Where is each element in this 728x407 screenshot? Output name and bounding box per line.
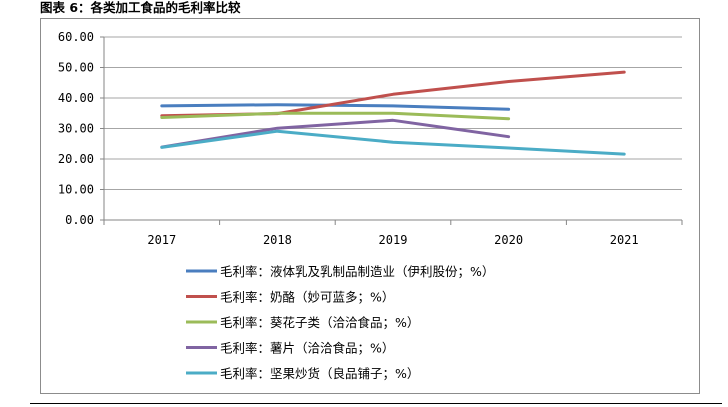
- x-tick-label: 2020: [494, 233, 523, 247]
- legend-label: 毛利率：液体乳及乳制品制造业（伊利股份；%）: [220, 264, 494, 279]
- x-tick-label: 2021: [610, 233, 639, 247]
- series-line-4: [160, 118, 511, 149]
- series-line-5: [160, 129, 626, 156]
- y-tick-label: 10.00: [58, 183, 94, 197]
- figure-title: 图表 6：各类加工食品的毛利率比较: [40, 0, 241, 15]
- bottom-rule: [30, 403, 722, 404]
- y-tick-label: 40.00: [58, 91, 94, 105]
- y-tick-label: 50.00: [58, 61, 94, 75]
- x-tick-label: 2019: [379, 233, 408, 247]
- y-tick-label: 30.00: [58, 122, 94, 136]
- legend-label: 毛利率：坚果炒货（良品铺子；%）: [220, 366, 419, 381]
- x-tick-labels: 2017 2018 2019 2020 2021: [147, 233, 638, 247]
- series-lines: [160, 70, 626, 156]
- y-tick-labels: 0.00 10.00 20.00 30.00 40.00 50.00 60.00: [58, 30, 94, 227]
- x-tick-label: 2017: [147, 233, 176, 247]
- y-tick-label: 60.00: [58, 30, 94, 44]
- y-gridlines: [104, 36, 682, 190]
- legend-label: 毛利率：葵花子类（洽洽食品；%）: [220, 315, 419, 330]
- chart-frame: [40, 18, 700, 394]
- legend: 毛利率：液体乳及乳制品制造业（伊利股份；%） 毛利率：奶酪（妙可蓝多；%） 毛利率：…: [186, 264, 494, 381]
- y-tick-label: 20.00: [58, 152, 94, 166]
- legend-label: 毛利率：薯片（洽洽食品；%）: [220, 341, 394, 356]
- y-tick-label: 0.00: [65, 213, 94, 227]
- series-line-2: [160, 70, 626, 118]
- series-line-3: [160, 111, 511, 121]
- legend-label: 毛利率：奶酪（妙可蓝多；%）: [220, 290, 394, 305]
- x-tick-label: 2018: [263, 233, 292, 247]
- axes: [100, 36, 683, 225]
